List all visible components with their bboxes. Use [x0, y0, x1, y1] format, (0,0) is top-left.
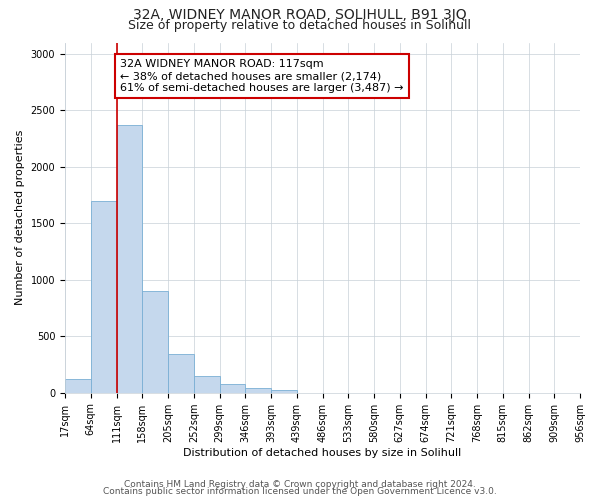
Bar: [194, 376, 220, 392]
Bar: [220, 384, 245, 392]
Bar: [168, 354, 194, 393]
Bar: [271, 390, 297, 392]
Bar: [116, 125, 142, 392]
X-axis label: Distribution of detached houses by size in Solihull: Distribution of detached houses by size …: [184, 448, 461, 458]
Bar: [245, 388, 271, 392]
Text: Contains HM Land Registry data © Crown copyright and database right 2024.: Contains HM Land Registry data © Crown c…: [124, 480, 476, 489]
Text: 32A, WIDNEY MANOR ROAD, SOLIHULL, B91 3JQ: 32A, WIDNEY MANOR ROAD, SOLIHULL, B91 3J…: [133, 8, 467, 22]
Bar: [91, 200, 116, 392]
Y-axis label: Number of detached properties: Number of detached properties: [15, 130, 25, 306]
Bar: [65, 379, 91, 392]
Text: Contains public sector information licensed under the Open Government Licence v3: Contains public sector information licen…: [103, 487, 497, 496]
Text: 32A WIDNEY MANOR ROAD: 117sqm
← 38% of detached houses are smaller (2,174)
61% o: 32A WIDNEY MANOR ROAD: 117sqm ← 38% of d…: [121, 60, 404, 92]
Text: Size of property relative to detached houses in Solihull: Size of property relative to detached ho…: [128, 19, 472, 32]
Bar: [142, 291, 168, 392]
